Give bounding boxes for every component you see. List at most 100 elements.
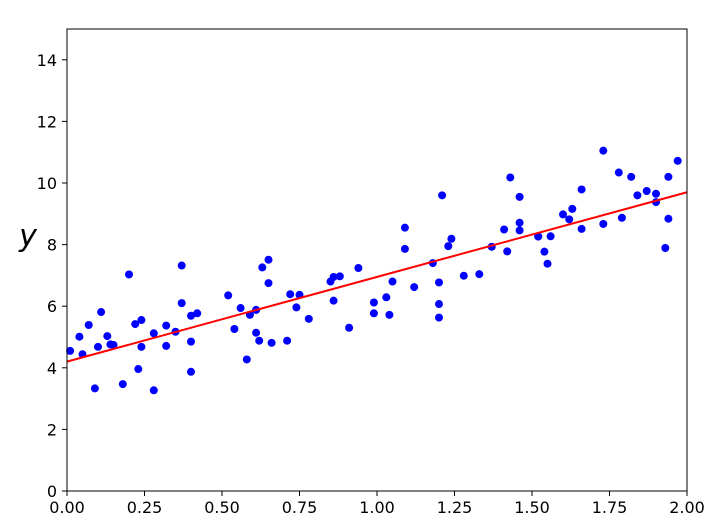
data-point — [264, 255, 273, 264]
x-tick-label: 1.50 — [514, 498, 550, 517]
data-point — [627, 172, 636, 181]
data-point — [137, 316, 146, 325]
data-point — [242, 355, 251, 364]
data-point — [506, 173, 515, 182]
data-point — [664, 172, 673, 181]
data-point — [652, 189, 660, 198]
data-point — [84, 320, 93, 329]
x-tick-label: 0.00 — [49, 498, 85, 517]
x-tick-label: 1.00 — [359, 498, 395, 517]
data-point — [224, 291, 233, 300]
data-point — [125, 270, 133, 279]
data-point — [286, 290, 295, 299]
data-point — [400, 244, 409, 253]
data-point — [177, 261, 186, 270]
data-point — [193, 309, 202, 318]
data-point — [137, 342, 146, 351]
data-point — [459, 271, 468, 280]
y-tick-label: 10 — [37, 174, 57, 193]
data-point — [75, 332, 84, 341]
data-point — [500, 225, 509, 234]
data-point — [329, 272, 338, 281]
x-tick-label: 0.25 — [127, 498, 163, 517]
x-tick-label: 1.75 — [592, 498, 628, 517]
data-point — [382, 293, 391, 302]
data-point — [255, 336, 264, 345]
y-tick-label: 14 — [37, 51, 57, 70]
data-point — [503, 247, 512, 256]
data-point — [94, 342, 102, 351]
data-point — [642, 187, 651, 196]
data-point — [599, 146, 608, 155]
data-point — [385, 310, 394, 319]
data-point — [617, 213, 626, 222]
data-point — [252, 328, 261, 337]
data-point — [435, 313, 443, 322]
y-tick-label: 0 — [47, 482, 57, 501]
data-point — [264, 279, 273, 288]
regression-line — [66, 191, 688, 363]
data-point — [292, 303, 301, 312]
data-point — [400, 223, 409, 232]
data-point — [187, 311, 195, 320]
data-point — [515, 192, 524, 201]
data-point — [633, 191, 642, 200]
data-point — [435, 278, 443, 287]
data-point — [369, 309, 378, 318]
data-point — [109, 341, 118, 350]
data-point — [438, 191, 447, 200]
data-point — [118, 380, 127, 389]
plot-border — [66, 28, 688, 492]
y-tick-label: 8 — [47, 236, 57, 255]
data-point — [329, 296, 338, 305]
data-point — [90, 384, 99, 393]
data-point — [335, 272, 344, 281]
data-point — [187, 337, 195, 346]
y-tick-label: 6 — [47, 297, 57, 316]
data-point — [131, 320, 140, 329]
data-point — [534, 232, 543, 241]
data-point — [267, 338, 276, 347]
data-point — [66, 346, 75, 355]
y-axis-label: y — [19, 219, 37, 254]
data-point — [97, 308, 106, 317]
data-point — [435, 300, 443, 309]
data-point — [162, 341, 171, 350]
data-point — [187, 367, 195, 376]
data-point — [345, 323, 354, 332]
data-point — [410, 283, 419, 292]
data-point — [134, 365, 143, 374]
data-point — [236, 304, 245, 313]
data-point — [565, 215, 574, 224]
data-point — [515, 218, 524, 227]
data-point — [369, 298, 378, 307]
y-tick-label: 2 — [47, 420, 57, 439]
data-point — [447, 234, 456, 243]
data-point — [388, 277, 397, 286]
data-point — [177, 299, 186, 308]
data-point — [577, 185, 586, 194]
x-tick-label: 1.25 — [437, 498, 473, 517]
data-point — [577, 224, 586, 233]
data-point — [304, 314, 313, 323]
x-tick-label: 0.50 — [204, 498, 240, 517]
x-tick-label: 0.75 — [282, 498, 318, 517]
data-point — [515, 226, 524, 235]
data-point — [664, 214, 673, 223]
data-point — [444, 242, 453, 251]
data-point — [149, 386, 158, 395]
data-point — [546, 232, 555, 241]
data-point — [559, 210, 567, 219]
data-point — [283, 336, 292, 345]
data-point — [599, 219, 608, 228]
data-point — [475, 270, 484, 279]
data-point — [614, 168, 623, 177]
data-point — [673, 156, 682, 165]
data-point — [149, 329, 158, 338]
data-point — [258, 263, 267, 272]
x-tick-label: 2.00 — [669, 498, 705, 517]
data-point — [230, 324, 239, 333]
data-point — [162, 321, 171, 330]
